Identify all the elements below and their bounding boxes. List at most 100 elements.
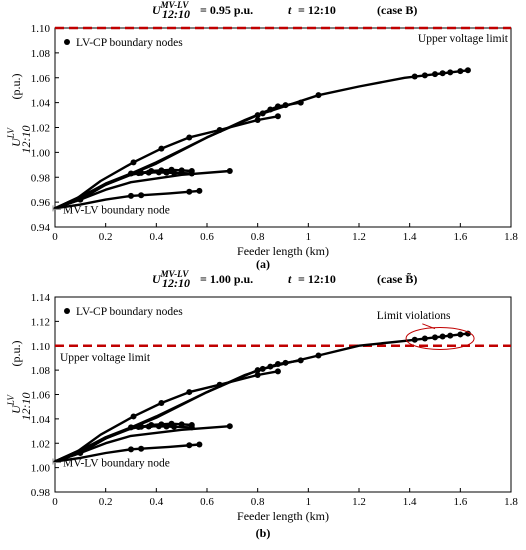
x-axis-label: Feeder length (km) [237,509,329,523]
x-tick-label: 1.8 [504,496,518,508]
x-tick-label: 0.4 [149,231,163,243]
x-tick-label: 1.6 [453,231,467,243]
chart-header-case: (case B̃) [377,272,417,286]
mv-lv-boundary-node-label: MV-LV boundary node [63,458,170,470]
lv-cp-boundary-node-point [421,72,428,79]
lv-cp-boundary-node-point [274,113,281,120]
lv-cp-boundary-node-point [163,423,170,430]
lv-cp-boundary-node-point [297,99,304,106]
legend-marker [64,39,70,45]
upper-voltage-limit-label: Upper voltage limit [60,352,151,364]
panel-label: (a) [256,257,270,271]
y-tick-label: 1.12 [31,316,50,328]
y-axis-label-text: ULV [6,127,23,147]
y-tick-label: 1.06 [31,390,51,402]
x-tick-label: 0.4 [149,496,163,508]
lv-cp-boundary-node-point [439,70,446,77]
y-tick-label: 1.00 [31,463,51,475]
y-tick-label: 1.02 [31,438,50,450]
lv-cp-boundary-node-point [186,442,193,449]
lv-cp-boundary-node-point [196,187,203,194]
lv-cp-boundary-node-point [145,423,152,430]
lv-cp-boundary-node-point [138,445,145,452]
lv-cp-boundary-node-point [155,423,162,430]
lv-cp-boundary-node-point [158,400,165,407]
x-tick-label: 1.6 [453,496,467,508]
lv-cp-boundary-node-point [267,106,274,113]
series-line-5 [53,425,194,463]
x-tick-label: 0.8 [251,496,265,508]
panel-label: (b) [256,526,271,540]
y-tick-label: 1.04 [31,98,51,110]
lv-cp-boundary-node-point [297,357,304,364]
chart-header-t-value: = 12:10 [298,272,336,286]
lv-cp-boundary-node-point [457,331,464,338]
lv-cp-boundary-node-point [128,446,134,453]
y-axis-label-unit: (p.u.) [9,341,23,367]
legend-label: LV-CP boundary nodes [76,37,183,49]
lv-cp-boundary-node-point [254,117,261,124]
chart-header-t-symbol: t [288,3,292,17]
lv-cp-boundary-node-point [226,423,233,430]
x-tick-label: 0.2 [99,231,113,243]
lv-cp-boundary-node-point [163,169,170,176]
y-tick-label: 1.04 [31,414,51,426]
lv-cp-boundary-node-point [155,169,162,176]
lv-cp-boundary-node-point [138,192,145,199]
lv-cp-boundary-node-point [274,368,281,375]
y-tick-label: 0.94 [31,222,51,234]
lv-cp-boundary-node-point [282,102,289,109]
x-tick-label: 0.2 [99,496,113,508]
y-axis-label-unit: (p.u.) [9,74,23,100]
lv-cp-boundary-node-point [77,450,84,456]
chart-header-case: (case B) [377,3,417,17]
y-tick-label: 1.08 [31,365,51,377]
chart-header-u-value: = 1.00 p.u. [200,272,253,286]
y-tick-label: 1.10 [31,341,51,353]
x-tick-label: 1.4 [403,496,417,508]
x-tick-label: 0 [52,231,58,243]
series-line-5 [53,171,194,210]
lv-cp-boundary-node-point [439,333,446,340]
y-tick-label: 1.06 [31,73,51,85]
lv-cp-boundary-node-point [77,196,84,203]
lv-cp-boundary-node-point [158,145,165,152]
lv-cp-boundary-node-point [135,424,142,431]
x-tick-label: 1.4 [403,231,417,243]
chart-header-t-value: = 12:10 [298,3,336,17]
x-tick-label: 1 [306,231,312,243]
limit-violations-leader [422,323,436,330]
lv-cp-boundary-node-point [135,170,142,177]
lv-cp-boundary-node-point [186,389,193,396]
lv-cp-boundary-node-point [464,330,471,337]
y-tick-label: 0.98 [31,487,51,499]
lv-cp-boundary-node-point [145,169,152,176]
chart-header-u-subscript: 12:10 [162,7,190,21]
series-line-7 [53,189,201,210]
y-tick-label: 1.02 [31,123,50,135]
lv-cp-boundary-node-point [186,134,193,141]
y-axis-label-subscript: 12:10 [19,126,33,154]
lv-cp-boundary-node-point [447,332,454,339]
lv-cp-boundary-node-point [128,424,134,431]
y-tick-label: 1.14 [31,292,51,304]
lv-cp-boundary-node-point [457,68,464,75]
x-tick-label: 0.8 [251,231,265,243]
lv-cp-boundary-node-point [411,73,418,80]
series-line-7 [53,443,201,463]
mv-lv-boundary-node-label: MV-LV boundary node [63,204,170,216]
x-tick-label: 1 [306,496,312,508]
y-axis-label-subscript: 12:10 [19,393,33,421]
lv-cp-boundary-node-point [130,159,137,166]
lv-cp-boundary-node-point [274,361,281,368]
lv-cp-boundary-node-point [464,67,471,74]
lv-cp-boundary-node-point [226,168,233,175]
x-tick-label: 0.6 [200,496,214,508]
lv-cp-boundary-node-point [186,188,193,195]
chart-header-voltage: UMV-LV [152,0,189,17]
lv-cp-boundary-node-point [315,92,322,99]
lv-cp-boundary-node-point [171,169,178,176]
lv-cp-boundary-node-point [254,372,261,378]
